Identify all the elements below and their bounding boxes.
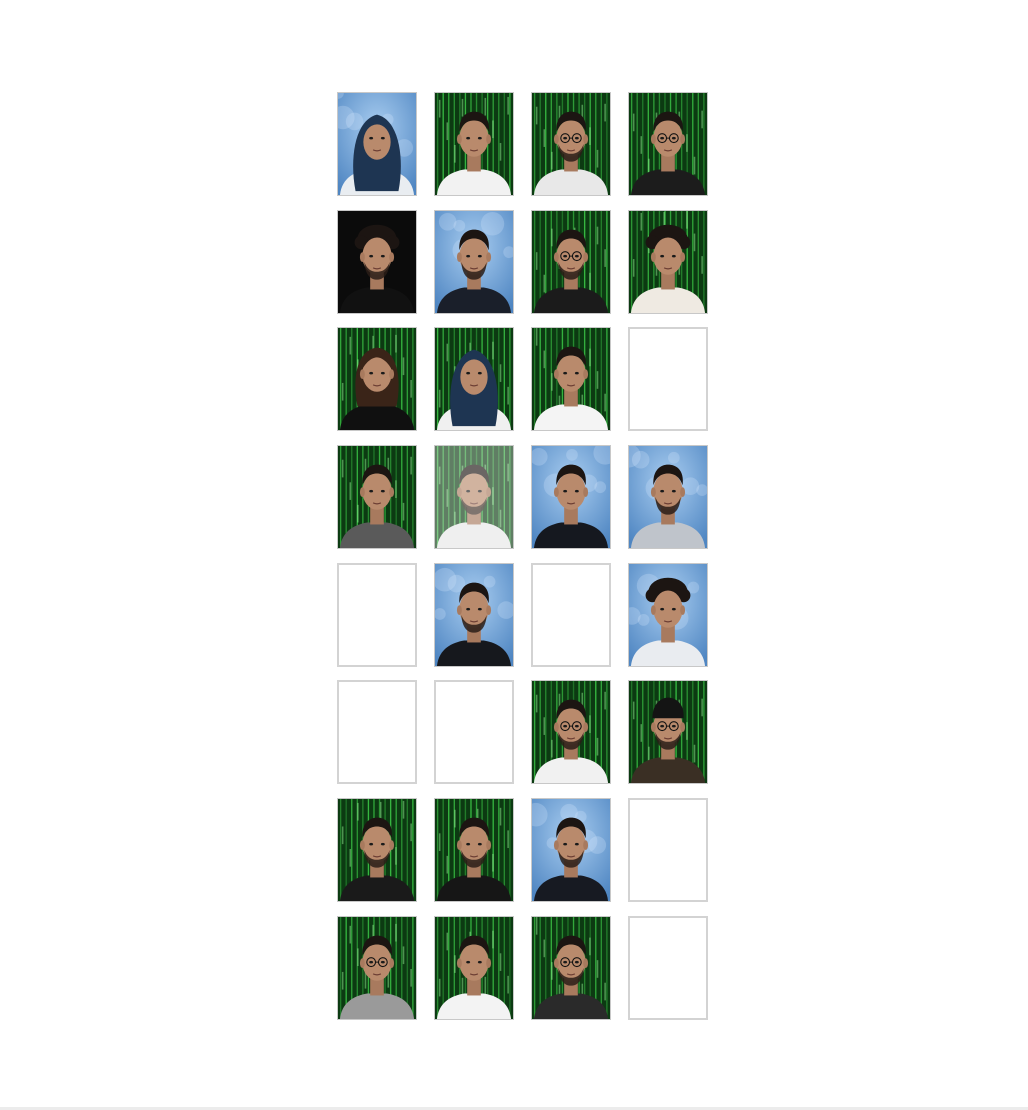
portrait-photo	[532, 328, 610, 430]
empty-slot[interactable]	[628, 798, 708, 902]
portrait-photo	[629, 93, 707, 195]
portrait-photo	[532, 93, 610, 195]
portrait-tile[interactable]	[628, 680, 708, 784]
portrait-tile[interactable]	[531, 916, 611, 1020]
portrait-photo	[338, 211, 416, 313]
portrait-photo	[435, 799, 513, 901]
photo-grid	[337, 92, 708, 1020]
portrait-tile[interactable]	[531, 327, 611, 431]
portrait-tile[interactable]	[628, 563, 708, 667]
portrait-photo	[435, 211, 513, 313]
portrait-photo	[435, 328, 513, 430]
empty-slot[interactable]	[434, 680, 514, 784]
portrait-tile[interactable]	[337, 445, 417, 549]
portrait-photo	[338, 328, 416, 430]
portrait-tile[interactable]	[434, 916, 514, 1020]
portrait-photo	[629, 211, 707, 313]
portrait-photo	[629, 681, 707, 783]
portrait-tile[interactable]	[531, 210, 611, 314]
portrait-tile[interactable]	[434, 798, 514, 902]
portrait-photo	[435, 917, 513, 1019]
portrait-tile[interactable]	[434, 210, 514, 314]
portrait-photo	[338, 93, 416, 195]
portrait-photo	[532, 917, 610, 1019]
portrait-photo	[435, 564, 513, 666]
portrait-tile[interactable]	[434, 92, 514, 196]
portrait-tile[interactable]	[628, 92, 708, 196]
portrait-tile[interactable]	[628, 445, 708, 549]
portrait-tile[interactable]	[434, 445, 514, 549]
portrait-tile[interactable]	[531, 680, 611, 784]
portrait-tile[interactable]	[337, 327, 417, 431]
portrait-photo	[338, 917, 416, 1019]
empty-slot[interactable]	[628, 916, 708, 1020]
portrait-tile[interactable]	[434, 327, 514, 431]
portrait-photo	[338, 799, 416, 901]
portrait-photo	[532, 799, 610, 901]
portrait-tile[interactable]	[628, 210, 708, 314]
portrait-tile[interactable]	[337, 92, 417, 196]
empty-slot[interactable]	[531, 563, 611, 667]
portrait-tile[interactable]	[337, 798, 417, 902]
portrait-tile[interactable]	[531, 798, 611, 902]
empty-slot[interactable]	[337, 680, 417, 784]
portrait-photo	[629, 446, 707, 548]
portrait-photo	[532, 681, 610, 783]
portrait-tile[interactable]	[531, 92, 611, 196]
portrait-photo	[532, 211, 610, 313]
portrait-photo	[435, 446, 513, 548]
portrait-photo	[532, 446, 610, 548]
portrait-tile[interactable]	[337, 916, 417, 1020]
empty-slot[interactable]	[337, 563, 417, 667]
portrait-photo	[435, 93, 513, 195]
empty-slot[interactable]	[628, 327, 708, 431]
portrait-photo	[338, 446, 416, 548]
portrait-tile[interactable]	[434, 563, 514, 667]
portrait-photo	[629, 564, 707, 666]
portrait-tile[interactable]	[531, 445, 611, 549]
portrait-tile[interactable]	[337, 210, 417, 314]
